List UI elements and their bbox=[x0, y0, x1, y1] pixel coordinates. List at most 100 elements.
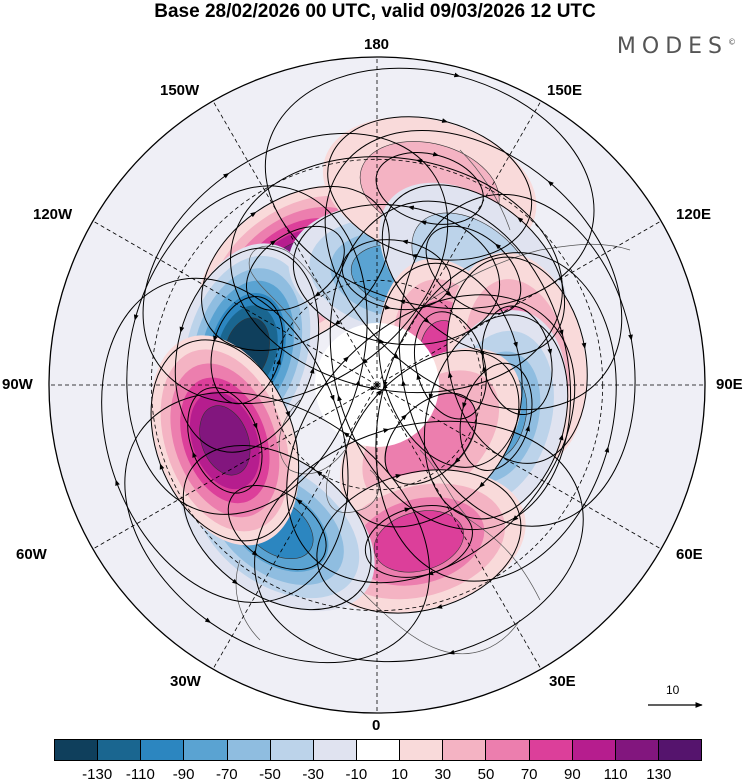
coastline bbox=[359, 589, 521, 654]
streamline bbox=[257, 499, 327, 571]
streamline bbox=[383, 347, 523, 468]
colorbar-tick-label: -110 bbox=[125, 766, 155, 783]
streamline bbox=[482, 354, 553, 416]
streamline bbox=[174, 332, 315, 453]
lon-label-120e: 120E bbox=[676, 206, 712, 223]
colorbar-swatch bbox=[183, 740, 227, 760]
streamline bbox=[213, 296, 284, 360]
lon-label-30e: 30E bbox=[549, 673, 576, 690]
colorbar-tick-label: 110 bbox=[603, 766, 628, 783]
streamlines bbox=[101, 67, 636, 664]
streamline bbox=[230, 156, 417, 391]
streamline bbox=[201, 211, 336, 352]
colorbar-tick-label: 30 bbox=[434, 766, 452, 783]
streamline bbox=[398, 193, 633, 381]
streamline bbox=[133, 185, 368, 381]
colorbar-tick-label: -50 bbox=[259, 766, 281, 783]
streamline bbox=[425, 225, 496, 297]
streamline bbox=[481, 305, 553, 367]
streamline bbox=[187, 387, 258, 453]
anomaly-field bbox=[49, 57, 705, 713]
coastlines bbox=[235, 149, 631, 654]
wind-vector-scale: 10 bbox=[646, 683, 706, 713]
modes-logo: MODES© bbox=[617, 34, 736, 59]
meridian-line bbox=[92, 384, 378, 550]
colorbar-swatch bbox=[528, 740, 572, 760]
colorbar-swatch bbox=[442, 740, 486, 760]
streamline bbox=[411, 121, 533, 261]
coastline bbox=[429, 243, 631, 301]
streamline bbox=[423, 398, 564, 520]
streamline bbox=[364, 507, 428, 578]
streamline bbox=[462, 362, 533, 426]
coastline bbox=[278, 399, 346, 475]
streamline bbox=[399, 75, 595, 310]
streamline bbox=[101, 277, 335, 481]
streamline bbox=[192, 428, 263, 494]
colorbar-tick-label: 70 bbox=[520, 766, 538, 783]
streamline bbox=[428, 216, 566, 356]
streamline bbox=[451, 243, 522, 315]
colorbar-swatch bbox=[614, 740, 658, 760]
streamline bbox=[275, 225, 345, 297]
streamline bbox=[327, 116, 449, 256]
meridian-line bbox=[92, 220, 378, 386]
streamline bbox=[159, 416, 300, 542]
map-title: Base 28/02/2026 00 UTC, valid 09/03/2026… bbox=[154, 1, 596, 22]
colorbar-swatch bbox=[55, 740, 98, 760]
streamline bbox=[400, 469, 522, 609]
streamline bbox=[401, 340, 636, 527]
meridian-line bbox=[212, 100, 378, 386]
streamline bbox=[124, 392, 345, 624]
streamline bbox=[342, 389, 480, 528]
colorbar-swatch bbox=[312, 740, 356, 760]
coastline bbox=[235, 559, 261, 641]
streamline bbox=[420, 155, 484, 226]
colorbar-swatch bbox=[485, 740, 529, 760]
streamline bbox=[341, 239, 403, 310]
streamline bbox=[115, 400, 349, 603]
meridian-line bbox=[212, 384, 378, 670]
streamline bbox=[237, 470, 372, 611]
streamline bbox=[376, 158, 563, 394]
colorbar-swatch bbox=[657, 740, 702, 760]
coastline bbox=[459, 149, 511, 231]
colorbar-tick-label: 10 bbox=[391, 766, 408, 783]
graticule bbox=[49, 57, 705, 713]
meridian-line bbox=[376, 220, 662, 386]
streamline bbox=[447, 348, 588, 464]
streamline bbox=[316, 474, 437, 614]
colorbar-swatch bbox=[571, 740, 615, 760]
meridian-line bbox=[376, 100, 542, 386]
streamline bbox=[179, 247, 320, 369]
streamline bbox=[382, 252, 617, 448]
colorbar-swatch bbox=[97, 740, 141, 760]
colorbar-ticks: -130 -110 -90 -70 -50 -30 -10 10 30 50 70 90 110 130 bbox=[0, 766, 750, 784]
colorbar-tick-label: 90 bbox=[564, 766, 581, 783]
streamline bbox=[324, 130, 549, 360]
streamline bbox=[264, 67, 461, 302]
lon-label-120w: 120W bbox=[33, 206, 73, 223]
streamline bbox=[337, 335, 572, 531]
streamline bbox=[227, 485, 298, 556]
polar-stereographic-map bbox=[48, 56, 706, 714]
lon-label-90e: 90E bbox=[716, 376, 743, 393]
lon-label-150e: 150E bbox=[547, 82, 583, 99]
colorbar-swatch bbox=[269, 740, 313, 760]
streamline bbox=[182, 445, 317, 585]
meridian-line bbox=[376, 384, 662, 550]
streamline bbox=[381, 350, 520, 488]
streamline bbox=[428, 314, 569, 435]
streamline bbox=[388, 420, 584, 655]
meridian-line bbox=[376, 384, 542, 670]
lon-label-30w: 30W bbox=[170, 673, 201, 690]
streamline bbox=[150, 339, 290, 465]
map-boundary bbox=[48, 56, 706, 714]
streamline bbox=[329, 200, 564, 396]
lon-label-0: 0 bbox=[372, 717, 381, 734]
streamline bbox=[414, 311, 485, 375]
streamline bbox=[246, 240, 316, 311]
modes-logo-text: MODES bbox=[616, 34, 728, 59]
colorbar-tick-label: -70 bbox=[215, 766, 238, 783]
streamline bbox=[348, 294, 576, 522]
